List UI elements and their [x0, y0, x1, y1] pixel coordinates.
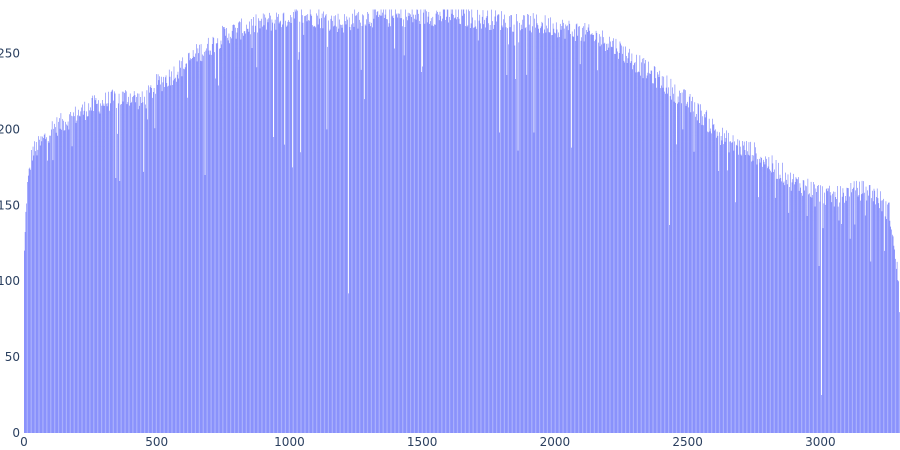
x-tick-label: 1000	[274, 435, 305, 449]
x-tick-label: 2000	[540, 435, 571, 449]
data-bars	[24, 9, 900, 434]
x-axis: 0 500 1000 1500 2000 2500 3000	[20, 435, 835, 449]
x-tick-label: 2500	[672, 435, 703, 449]
y-tick-label: 250	[0, 47, 20, 61]
x-tick-label: 1500	[407, 435, 438, 449]
x-tick-label: 3000	[805, 435, 836, 449]
y-tick-label: 0	[12, 426, 20, 440]
x-tick-label: 0	[20, 435, 28, 449]
y-tick-label: 200	[0, 122, 20, 136]
x-tick-label: 500	[145, 435, 168, 449]
y-tick-label: 50	[5, 350, 20, 364]
bar-series	[24, 9, 900, 434]
y-tick-label: 100	[0, 274, 20, 288]
y-tick-label: 150	[0, 198, 20, 212]
y-axis: 0 50 100 150 200 250	[0, 47, 20, 440]
